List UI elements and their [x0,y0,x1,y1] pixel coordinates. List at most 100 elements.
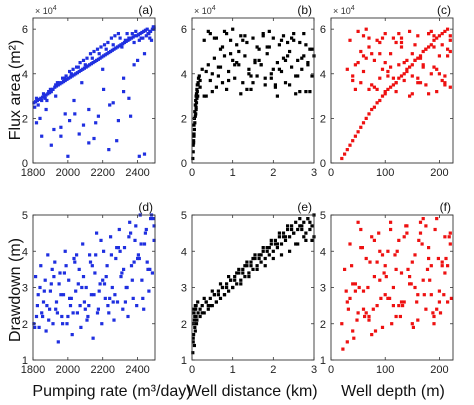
data-point [114,46,118,50]
data-point [443,74,447,78]
data-point [399,74,404,78]
data-point [84,285,88,290]
x-axis-label-well-distance: Well distance (km) [186,383,317,400]
data-point [249,87,253,91]
data-point [448,242,452,246]
data-point [370,52,374,56]
data-point [193,325,197,329]
data-point [394,90,398,94]
data-point [63,112,67,116]
data-point [74,289,78,293]
data-point [218,65,223,69]
data-point [245,40,249,45]
data-point [375,38,379,42]
data-point [139,36,143,40]
data-point [429,264,433,268]
data-point [75,253,79,257]
exponent-base: × 10 [194,6,212,16]
data-point [99,45,103,49]
y-tick-label: 2 [181,319,187,331]
y-tick-label: 0 [22,158,28,170]
data-point [411,325,415,329]
data-point [142,152,147,156]
data-point [429,43,433,47]
data-point [281,56,286,60]
data-point [241,38,245,42]
data-point [391,285,395,290]
data-point [241,271,245,275]
y-tick-label: 2 [320,113,326,125]
y-tick-label: 6 [320,24,326,36]
data-point [444,256,448,261]
data-point [193,304,197,308]
data-point [229,278,233,282]
data-point [427,45,431,49]
data-point [142,242,147,246]
data-point [49,143,53,147]
data-point [212,293,216,297]
data-point [413,58,417,62]
data-point [94,253,98,257]
data-point [210,90,214,94]
data-point [438,311,443,315]
data-point [255,74,259,78]
data-point [443,83,447,87]
data-point [432,65,436,69]
data-point [357,285,361,290]
data-point [275,94,279,98]
data-point [85,56,89,60]
data-point [131,35,135,39]
data-point [351,139,355,143]
data-point [196,311,200,315]
data-point [288,235,292,239]
data-point [259,260,263,264]
exponent-base: × 10 [35,6,53,16]
data-point [391,76,395,80]
data-point [394,81,398,85]
y-tick-label: 4 [320,246,326,258]
data-point [192,132,196,136]
data-point [61,80,66,84]
data-point [257,253,261,257]
data-point [193,110,197,114]
data-point [413,253,417,257]
data-point [251,256,255,261]
data-point [80,81,84,85]
data-point [399,271,404,275]
data-point [237,63,241,67]
data-point [59,293,63,297]
data-point [389,65,393,69]
y-tick-label: 0 [320,158,326,170]
data-point [239,278,243,282]
data-point [422,293,426,297]
data-point [227,78,231,83]
data-point [440,260,444,264]
data-point [267,45,271,49]
data-point [267,246,271,250]
data-point [151,217,155,221]
data-point [448,231,452,235]
data-point [397,304,401,308]
data-point [196,83,200,87]
data-point [152,224,156,228]
data-point [51,322,55,326]
data-point [259,63,263,67]
data-point [361,289,366,293]
data-point [391,36,395,40]
data-point [195,96,199,100]
data-point [402,235,406,239]
data-point [148,29,152,33]
data-point [107,148,111,152]
data-point [432,45,436,49]
data-point [198,78,202,83]
data-point [421,65,425,69]
data-point [193,103,197,107]
data-point [302,32,306,36]
data-point [204,300,208,304]
data-point [241,81,245,85]
data-point [433,227,437,232]
y-tick-label: 2 [181,113,187,125]
data-point [397,76,401,80]
data-point [88,253,92,257]
